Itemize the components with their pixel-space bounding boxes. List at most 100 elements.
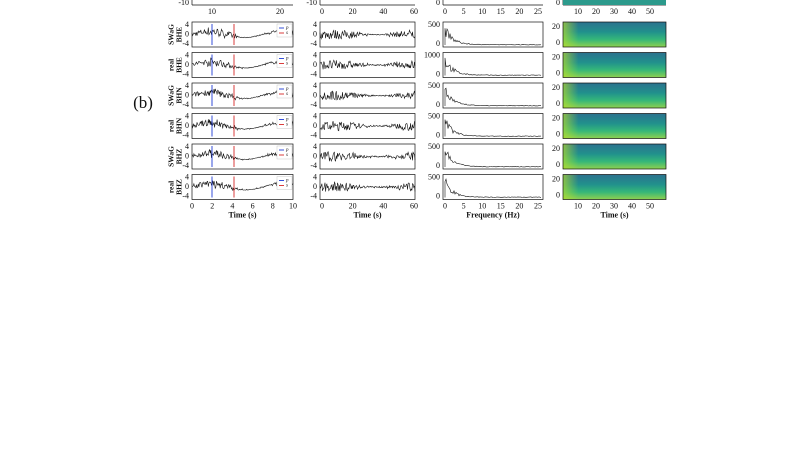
row-label: SWaG [167,146,176,167]
x-tick-label: 6 [251,201,255,210]
y-tick-label: 0 [313,29,317,38]
waveform [319,150,416,162]
y-tick-label: 4 [313,142,317,151]
x-tick-label: 50 [646,201,654,210]
x-axis-label: Time (s) [228,210,256,219]
plot-frame [562,52,667,78]
legend-label: p [285,87,289,92]
x-tick-label: 20 [592,201,600,210]
plot-frame [442,52,544,78]
legend-box [276,84,293,99]
y-tick-label: 4 [313,81,317,90]
y-tick-label: 4 [185,50,189,59]
legend-label: s [286,92,288,97]
y-tick-label: 500 [428,142,440,151]
spectrogram-highlight [563,144,666,169]
y-tick-label: 4 [313,111,317,120]
legend-box [276,115,293,129]
plot-frame [442,21,544,48]
legend-label: p [285,26,289,31]
x-tick-label: 15 [497,201,505,210]
spectrogram-highlight [563,113,666,139]
spectrogram-highlight [563,174,666,200]
y-tick-label: 4 [313,50,317,59]
plot-frame [562,113,667,139]
y-tick-label: -4 [310,191,317,200]
row-label: SWaG [167,24,176,45]
row-label: real [167,120,176,132]
y-tick-label: 0 [185,121,189,130]
y-tick-label: 4 [185,111,189,120]
y-tick-label: -4 [182,69,189,78]
legend-label: s [286,184,288,189]
y-tick-label: 20 [552,144,560,153]
spectrogram-highlight [563,52,666,78]
y-tick-label: 0 [436,100,440,109]
plot-frame [319,82,416,109]
y-tick-label: -4 [310,69,317,78]
waveform [191,180,294,191]
legend-label: s [286,31,288,36]
y-tick-label: 0 [556,190,560,199]
waveform [191,149,294,161]
y-tick-label: -4 [182,191,189,200]
x-tick-label: 4 [230,201,234,210]
y-tick-label: 0 [436,39,440,48]
x-tick-label: 10 [289,201,297,210]
y-tick-label: -4 [182,161,189,170]
y-tick-label: 0 [313,121,317,130]
y-tick-label: 4 [185,81,189,90]
x-tick-label: 60 [410,7,418,16]
spectrum [444,28,542,46]
y-tick-label: 500 [428,172,440,181]
y-tick-label: 0 [185,90,189,99]
x-axis-label: Time (s) [600,210,628,219]
y-tick-label: 0 [436,0,440,7]
plot-frame [562,21,667,48]
x-tick-label: 0 [190,201,194,210]
spectrogram-highlight [563,83,666,108]
y-tick-label: 20 [552,22,560,31]
y-tick-label: 0 [313,90,317,99]
legend-box [276,176,293,190]
spectrum [444,151,541,168]
y-tick-label: 1000 [424,50,440,59]
y-tick-label: 20 [552,83,560,92]
legend-label: s [286,123,288,128]
x-tick-label: 8 [271,201,275,210]
row-label: real [167,59,176,71]
x-tick-label: 5 [462,201,466,210]
waveform [319,90,416,101]
plot-frame [562,82,667,109]
legend-box [276,23,293,38]
y-tick-label: 0 [313,151,317,160]
x-tick-label: 2 [210,201,214,210]
y-tick-label: 4 [313,172,317,181]
y-tick-label: 4 [185,172,189,181]
spectrogram-highlight [563,22,666,47]
x-tick-label: 20 [349,201,357,210]
x-tick-label: 25 [534,7,542,16]
legend-label: p [285,57,289,62]
y-tick-label: 0 [185,151,189,160]
waveform [319,181,416,192]
y-tick-label: 0 [185,182,189,191]
y-tick-label: 0 [556,160,560,169]
x-tick-label: 10 [574,201,582,210]
x-tick-label: 15 [497,7,505,16]
y-tick-label: -4 [182,39,189,48]
x-tick-label: 5 [462,7,466,16]
y-tick-label: -4 [310,161,317,170]
spectrum [444,119,542,137]
y-tick-label: 500 [428,111,440,120]
x-tick-label: 50 [646,7,654,16]
legend-label: p [285,148,289,153]
plot-frame [442,143,544,170]
x-tick-label: 40 [379,7,387,16]
y-tick-label: 500 [428,81,440,90]
y-tick-label: 0 [436,130,440,139]
plot-frame [442,174,544,200]
plot-frame [191,52,294,78]
x-axis-label: Time (s) [353,210,381,219]
plot-frame [442,82,544,109]
